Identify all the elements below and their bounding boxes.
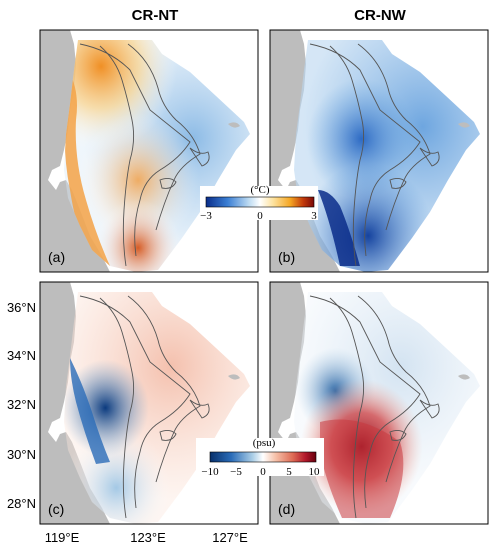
panel-frame: [39, 281, 259, 525]
depth-contours: [79, 43, 210, 267]
island: [228, 374, 240, 380]
colorbar-tick: −3: [200, 210, 212, 222]
depth-contours: [309, 43, 440, 267]
panel-c-salinity-cr-nt: (c): [39, 281, 259, 525]
colorbar-gradient: [209, 451, 317, 463]
colorbar-tick: 10: [309, 466, 321, 478]
lon-tick-label: 123°E: [130, 530, 166, 545]
column-title-cr-nw: CR-NW: [354, 7, 406, 24]
colorbar-tick: 0: [260, 466, 266, 478]
colorbar-tick: −5: [230, 466, 242, 478]
anomaly-field: [64, 292, 250, 524]
depth-contours: [309, 295, 440, 519]
lat-tick-label: 28°N: [7, 496, 36, 511]
lon-tick-label: 119°E: [45, 530, 80, 545]
latitude-axis: 36°N 34°N 32°N 30°N 28°N: [7, 300, 36, 511]
column-title-cr-nt: CR-NT: [132, 7, 179, 24]
panel-label: (c): [48, 501, 64, 517]
panel-frame: [269, 29, 489, 273]
colorbar-tick: 0: [257, 210, 263, 222]
colorbar-temperature: (°C) −3 0 3: [200, 184, 318, 222]
panel-label: (b): [278, 249, 295, 265]
panel-label: (d): [278, 501, 295, 517]
lat-tick-label: 34°N: [7, 348, 36, 363]
panel-a-temperature-cr-nt: (a): [39, 29, 259, 273]
colorbar-tick: 5: [286, 466, 292, 478]
depth-contours: [79, 295, 210, 519]
lon-tick-label: 127°E: [212, 530, 248, 545]
panel-b-temperature-cr-nw: (b): [269, 29, 489, 273]
colorbar-salinity: (psu) −10 −5 0 5 10: [196, 437, 324, 478]
panel-d-salinity-cr-nw: (d): [269, 281, 489, 525]
island: [458, 374, 470, 380]
panel-frame: [269, 281, 489, 525]
colorbar-unit: (°C): [250, 184, 269, 196]
island: [458, 122, 470, 128]
colorbar-unit: (psu): [253, 437, 276, 449]
lat-tick-label: 36°N: [7, 300, 36, 315]
island: [228, 122, 240, 128]
longitude-axis: 119°E 123°E 127°E: [45, 530, 248, 545]
lat-tick-label: 30°N: [7, 447, 36, 462]
colorbar-tick: 3: [311, 210, 317, 222]
lat-tick-label: 32°N: [7, 397, 36, 412]
panel-frame: [39, 29, 259, 273]
panel-label: (a): [48, 249, 65, 265]
colorbar-tick: −10: [201, 466, 219, 478]
colorbar-gradient: [205, 196, 315, 208]
